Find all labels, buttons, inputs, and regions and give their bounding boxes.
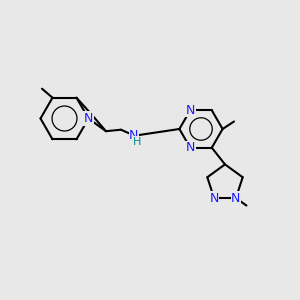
Text: N: N: [185, 104, 195, 117]
Text: H: H: [133, 137, 141, 147]
Text: N: N: [185, 141, 195, 154]
Text: N: N: [209, 191, 219, 205]
Text: N: N: [129, 129, 139, 142]
Text: N: N: [231, 191, 241, 205]
Text: N: N: [84, 112, 93, 125]
